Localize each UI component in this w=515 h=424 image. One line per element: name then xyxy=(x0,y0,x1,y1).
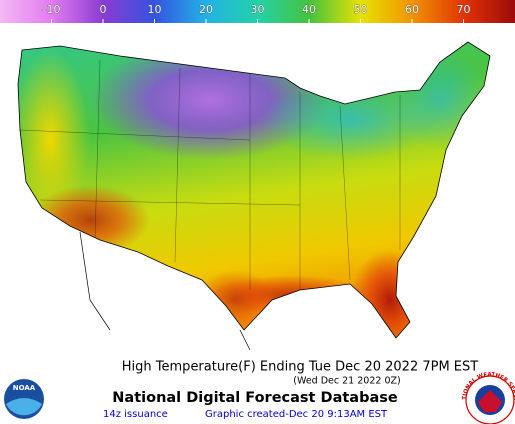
noaa-text: NOAA xyxy=(13,384,36,392)
scale-tick-label: 10 xyxy=(148,3,162,16)
scale-tick-label: 40 xyxy=(302,3,316,16)
mexico-border xyxy=(79,231,251,351)
scale-tick-label: 60 xyxy=(405,3,419,16)
scale-tick-label: 50 xyxy=(354,3,368,16)
source: National Digital Forecast Database xyxy=(112,390,398,406)
scale-tick-label: 70 xyxy=(457,3,471,16)
color-scale xyxy=(0,0,515,23)
issuance: 14z issuance xyxy=(103,409,168,420)
temperature-map xyxy=(18,42,490,338)
created: Graphic created-Dec 20 9:13AM EST xyxy=(205,409,388,420)
subtitle: (Wed Dec 21 2022 0Z) xyxy=(293,376,400,387)
scale-tick-label: 0 xyxy=(100,3,107,16)
scale-tick-label: -10 xyxy=(43,3,61,16)
scale-tick-label: 20 xyxy=(199,3,213,16)
title: High Temperature(F) Ending Tue Dec 20 20… xyxy=(122,360,478,375)
noaa-logo: NOAA xyxy=(4,379,44,419)
scale-tick-label: 30 xyxy=(251,3,265,16)
